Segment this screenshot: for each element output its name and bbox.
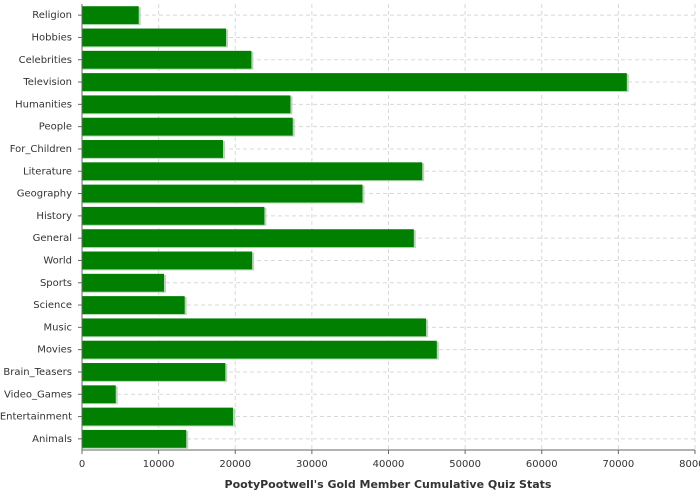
bar (82, 229, 414, 248)
bar (82, 318, 427, 337)
y-tick-label: Television (22, 77, 72, 88)
y-tick-label: People (39, 122, 72, 133)
bar (82, 407, 233, 426)
x-tick-label: 30000 (296, 459, 328, 470)
bar (82, 162, 423, 181)
bar (82, 50, 252, 69)
y-tick-label: Entertainment (0, 412, 72, 423)
y-tick-label: Celebrities (19, 55, 72, 66)
bar (82, 273, 164, 292)
y-tick-label: Geography (17, 189, 72, 200)
x-tick-label: 50000 (449, 459, 481, 470)
bar (82, 6, 139, 25)
bar (82, 340, 437, 359)
y-tick-label: Animals (32, 434, 72, 445)
y-tick-label: Music (44, 322, 72, 333)
bar (82, 385, 116, 404)
x-tick-label: 80000 (679, 459, 700, 470)
y-tick-label: For_Children (10, 144, 72, 155)
x-tick-label: 40000 (373, 459, 405, 470)
y-tick-label: Video_Games (4, 389, 72, 400)
x-tick-label: 20000 (219, 459, 251, 470)
bar (82, 117, 293, 136)
y-tick-label: History (36, 211, 72, 222)
y-tick-label: Science (33, 300, 72, 311)
x-tick-label: 0 (79, 459, 85, 470)
y-tick-label: Humanities (15, 99, 72, 110)
x-tick-label: 70000 (602, 459, 634, 470)
bar (82, 206, 265, 225)
bar (82, 363, 226, 381)
bar (82, 251, 253, 270)
bar (82, 296, 185, 314)
y-tick-label: Brain_Teasers (3, 367, 72, 378)
bar (82, 429, 187, 448)
y-tick-label: Hobbies (32, 32, 72, 43)
y-tick-label: Literature (23, 166, 72, 177)
bar (82, 184, 363, 203)
x-tick-label: 10000 (143, 459, 175, 470)
y-tick-label: World (43, 255, 72, 266)
bar (82, 95, 291, 114)
bar (82, 140, 223, 158)
y-tick-label: Sports (40, 278, 72, 289)
bar (82, 28, 227, 47)
x-tick-label: 60000 (526, 459, 558, 470)
bar (82, 73, 627, 91)
y-tick-label: General (33, 233, 72, 244)
y-tick-label: Religion (32, 10, 72, 21)
y-tick-label: Movies (37, 345, 72, 356)
x-axis-label: PootyPootwell's Gold Member Cumulative Q… (225, 478, 552, 491)
